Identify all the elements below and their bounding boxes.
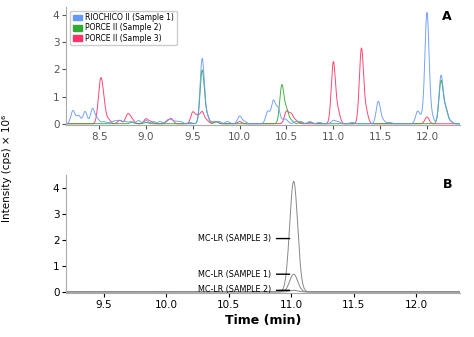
Text: B: B: [442, 178, 452, 191]
X-axis label: Time (min): Time (min): [225, 314, 301, 327]
Text: MC-LR (SAMPLE 2): MC-LR (SAMPLE 2): [198, 285, 271, 294]
Text: A: A: [442, 10, 452, 23]
Text: MC-LR (SAMPLE 3): MC-LR (SAMPLE 3): [198, 234, 271, 243]
Legend: RIOCHICO II (Sample 1), PORCE II (Sample 2), PORCE II (Sample 3): RIOCHICO II (Sample 1), PORCE II (Sample…: [70, 10, 177, 45]
Text: Intensity (cps) × 10⁶: Intensity (cps) × 10⁶: [2, 115, 12, 222]
Text: MC-LR (SAMPLE 1): MC-LR (SAMPLE 1): [198, 270, 271, 279]
